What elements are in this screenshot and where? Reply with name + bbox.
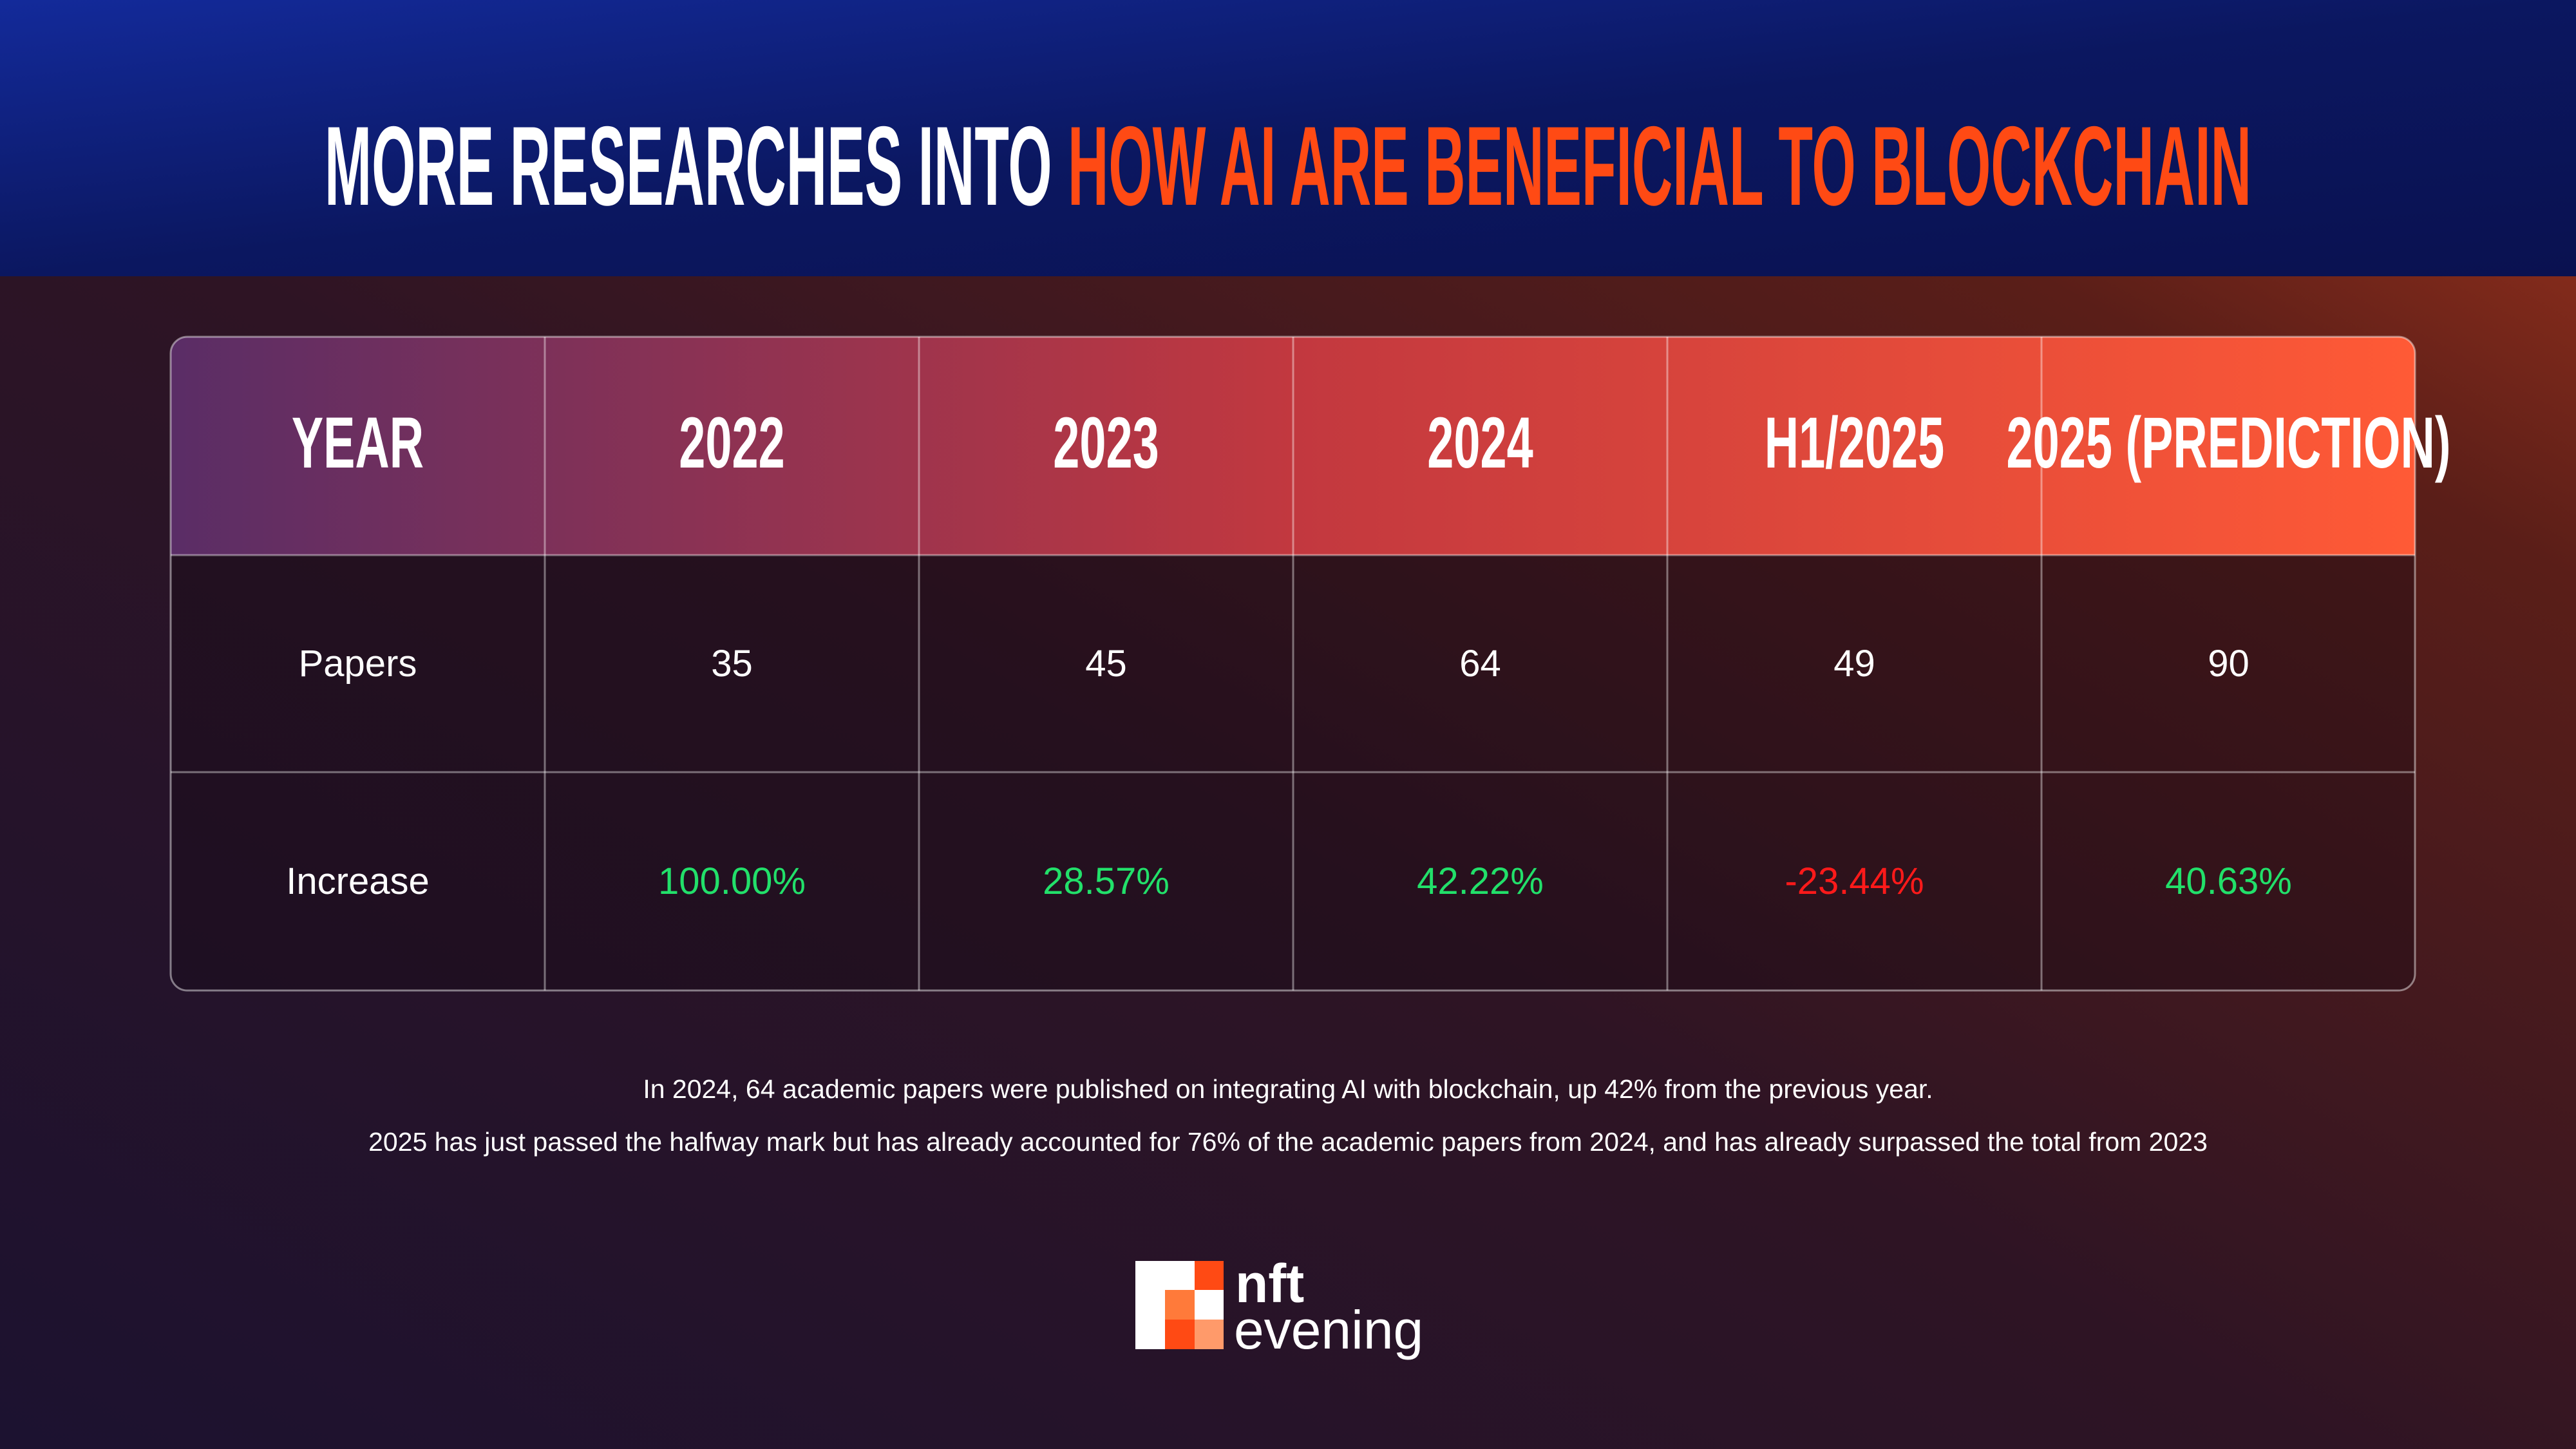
- table-cell: 40.63%: [2165, 860, 2292, 902]
- table-cell: 49: [1833, 643, 1875, 685]
- table-cell: 42.22%: [1417, 860, 1544, 902]
- table-border: [169, 336, 2416, 992]
- header-cell: 2024: [1427, 403, 1533, 484]
- note: In 2024, 64 academic papers were publish…: [643, 1074, 1933, 1104]
- column-header: 2024: [1427, 403, 1533, 484]
- column-header: H1/2025: [1765, 403, 1944, 484]
- logo-square: [1195, 1261, 1224, 1290]
- table-cell: 45: [1085, 643, 1127, 685]
- logo-square: [1195, 1320, 1224, 1349]
- title: MORE RESEARCHES INTO HOW AI ARE BENEFICI…: [325, 104, 2251, 229]
- logo: nft evening: [1135, 1253, 1423, 1360]
- title-white: MORE RESEARCHES INTO: [325, 104, 1052, 229]
- column-header: 2022: [679, 403, 784, 484]
- header-band: [0, 0, 2576, 276]
- header-cell: 2025 (PREDICTION): [2007, 403, 2451, 484]
- table: [171, 337, 2415, 990]
- table-cell: 35: [711, 643, 753, 685]
- table-cell: -23.44%: [1785, 860, 1924, 902]
- row-label: Increase: [286, 860, 429, 902]
- column-header: 2023: [1053, 403, 1159, 484]
- logo-square: [1165, 1290, 1195, 1320]
- table-header-row: [171, 337, 2415, 555]
- logo-square: [1165, 1320, 1195, 1349]
- table-grid: [171, 337, 2415, 990]
- title-accent: HOW AI ARE BENEFICIAL TO BLOCKCHAIN: [1068, 104, 2251, 229]
- header-cell: 2023: [1053, 403, 1159, 484]
- header-cell: YEAR: [292, 403, 424, 484]
- logo-text: nft: [1235, 1253, 1304, 1314]
- header-cell: 2022: [679, 403, 784, 484]
- logo-text: evening: [1234, 1300, 1423, 1360]
- table-cell: 90: [2208, 643, 2249, 685]
- table-cell: 28.57%: [1043, 860, 1170, 902]
- table-cell: 100.00%: [658, 860, 806, 902]
- header-cell: H1/2025: [1765, 403, 1944, 484]
- column-header: 2025 (PREDICTION): [2007, 403, 2451, 484]
- table-cell: 64: [1459, 643, 1501, 685]
- note: 2025 has just passed the halfway mark bu…: [368, 1127, 2208, 1157]
- column-header: YEAR: [292, 403, 424, 484]
- row-label: Papers: [299, 643, 417, 685]
